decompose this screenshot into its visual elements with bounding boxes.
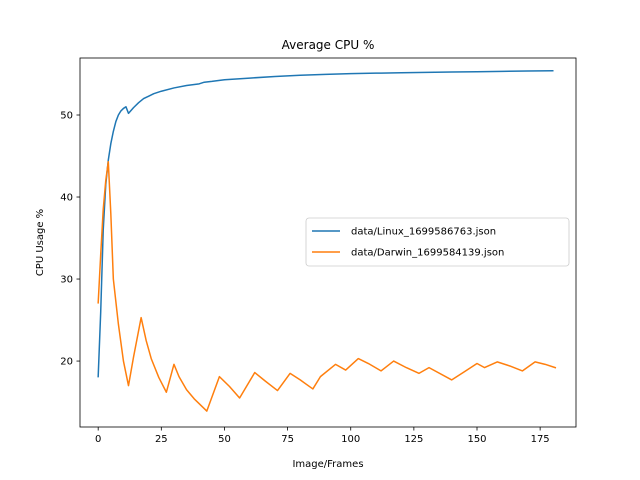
chart-title: Average CPU % bbox=[282, 38, 375, 52]
legend: data/Linux_1699586763.json data/Darwin_16… bbox=[305, 217, 570, 267]
y-tick-label-3: 50 bbox=[60, 111, 73, 122]
y-axis-ticks: 20 30 40 50 bbox=[60, 111, 80, 368]
x-axis-title: Image/Frames bbox=[292, 459, 363, 470]
x-tick-label-4: 100 bbox=[341, 434, 360, 445]
x-tick-label-5: 125 bbox=[404, 434, 423, 445]
x-tick-label-6: 150 bbox=[467, 434, 486, 445]
legend-label-0: data/Linux_1699586763.json bbox=[351, 227, 496, 238]
x-tick-label-3: 75 bbox=[281, 434, 294, 445]
y-tick-label-0: 20 bbox=[60, 357, 73, 368]
legend-frame bbox=[305, 217, 570, 267]
x-tick-label-7: 175 bbox=[531, 434, 550, 445]
plot-lines bbox=[97, 69, 557, 412]
x-tick-label-0: 0 bbox=[95, 434, 101, 445]
x-tick-label-2: 50 bbox=[218, 434, 231, 445]
series-line-0 bbox=[97, 69, 554, 378]
y-tick-label-2: 40 bbox=[60, 193, 73, 204]
x-axis-ticks: 0 25 50 75 100 125 150 175 bbox=[95, 427, 550, 445]
y-tick-label-1: 30 bbox=[60, 275, 73, 286]
series-line-1 bbox=[97, 161, 557, 412]
legend-label-1: data/Darwin_1699584139.json bbox=[351, 248, 504, 259]
y-axis-title: CPU Usage % bbox=[35, 209, 46, 276]
plot-area-frame bbox=[79, 57, 577, 428]
x-tick-label-1: 25 bbox=[155, 434, 168, 445]
